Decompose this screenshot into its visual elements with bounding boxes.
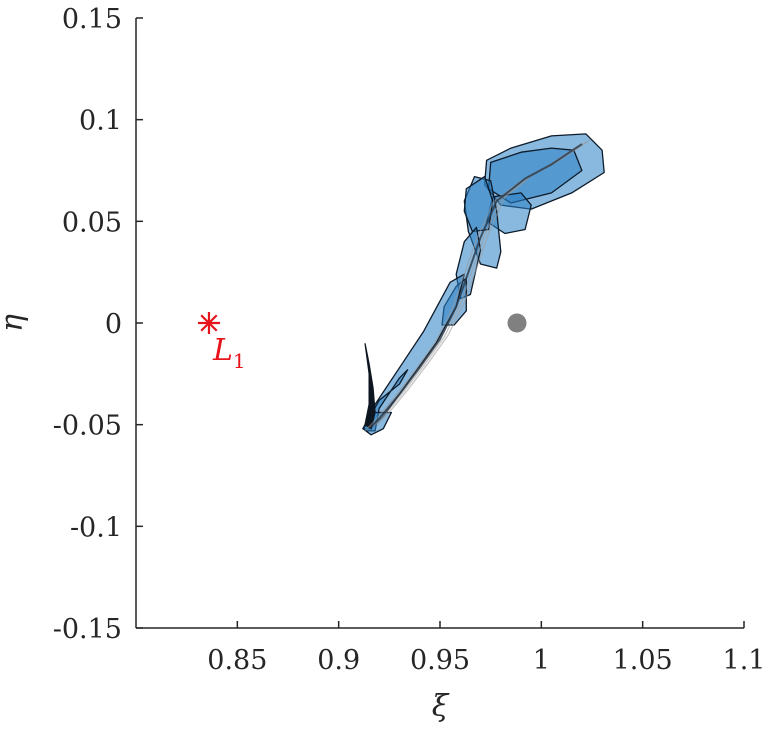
x-tick-label: 0.9: [317, 645, 360, 676]
y-tick-label: -0.05: [53, 411, 122, 442]
axes: 0.85 0.9 0.95 1 1.05 1.1 0.15 0.1 0.05 0 -0.05 -0.…: [53, 4, 766, 676]
trajectory-line-dark: [368, 143, 583, 430]
plot-area: [197, 133, 605, 436]
y-tick-label: 0.1: [79, 106, 122, 137]
asterisk-stroke: [200, 314, 218, 332]
y-tick-label: -0.1: [70, 512, 122, 543]
trajectory-regions: [362, 133, 605, 436]
data-points: [197, 312, 527, 334]
trajectory-tail: [364, 343, 376, 430]
x-axis-label: ξ: [432, 689, 450, 724]
trajectory-centerlines: [364, 139, 591, 432]
x-tick-label: 0.95: [410, 645, 470, 676]
annotations: L1: [212, 333, 246, 373]
annotation-subscript: 1: [233, 349, 246, 373]
y-ticks: 0.15 0.1 0.05 0 -0.05 -0.1 -0.15: [53, 4, 143, 645]
y-tick-label: 0.15: [62, 4, 122, 35]
y-tick-label: 0.05: [62, 207, 122, 238]
y-tick-label: -0.15: [53, 614, 122, 645]
L1-label: L1: [212, 333, 246, 373]
x-ticks: 0.85 0.9 0.95 1 1.05 1.1: [207, 621, 765, 676]
L1-point: [197, 312, 220, 334]
x-tick-label: 1.05: [613, 645, 673, 676]
y-tick-label: 0: [105, 309, 122, 340]
y-axis-label: η: [0, 314, 30, 332]
x-tick-label: 0.85: [207, 645, 267, 676]
x-tick-label: 1: [533, 645, 550, 676]
x-tick-label: 1.1: [723, 645, 766, 676]
annotation-main: L: [212, 333, 233, 368]
moon-point: [507, 313, 527, 333]
